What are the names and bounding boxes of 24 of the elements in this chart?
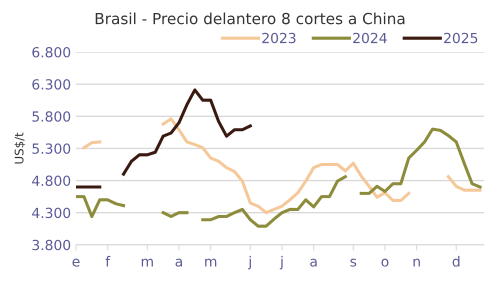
y-tick-label: 6.800 <box>32 46 70 58</box>
x-tick-label: d <box>452 256 460 267</box>
y-tick-label: 4.800 <box>32 176 70 186</box>
x-tick-label: m <box>142 258 153 266</box>
x-tick-label: o <box>381 258 388 267</box>
legend-label: 2023 <box>262 32 296 44</box>
y-tick-label: 5.800 <box>32 111 70 122</box>
x-tick-label: s <box>350 258 356 267</box>
y-tick-label: 4.300 <box>32 208 70 218</box>
chart-title: Brasil - Precio delantero 8 cortes a China <box>96 12 404 24</box>
y-axis-title: US$/t <box>14 132 26 164</box>
x-tick-label: f <box>106 256 110 266</box>
x-tick-label: n <box>414 258 420 266</box>
x-tick-label: j <box>280 256 283 270</box>
legend-label: 2024 <box>353 32 387 44</box>
y-tick-label: 6.300 <box>32 79 70 90</box>
y-tick-label: 3.800 <box>32 240 70 250</box>
legend-label: 2025 <box>444 32 478 44</box>
x-tick-label: m <box>205 258 216 266</box>
x-tick-label: a <box>310 258 317 267</box>
y-tick-label: 5.300 <box>32 143 70 154</box>
x-tick-label: j <box>248 256 251 270</box>
x-tick-label: a <box>176 258 182 267</box>
x-tick-label: e <box>72 258 80 267</box>
